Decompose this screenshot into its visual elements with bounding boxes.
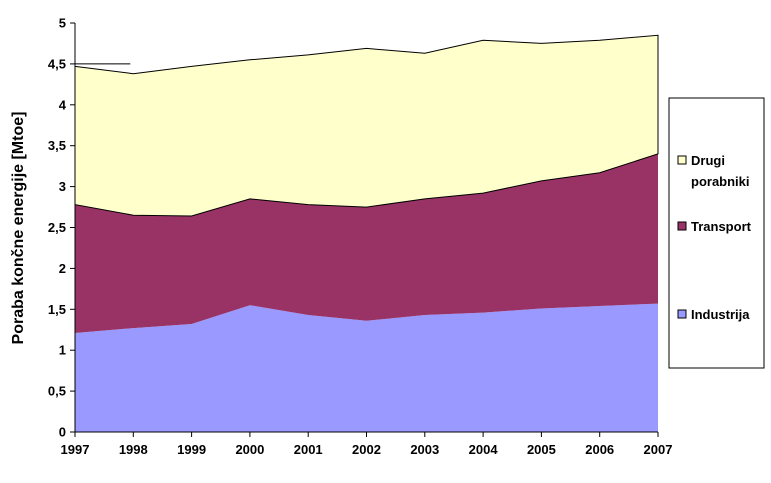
y-tick-label: 2 (59, 261, 66, 276)
y-tick-label: 1 (59, 343, 66, 358)
x-tick-label: 2005 (527, 442, 556, 457)
area-drugi-porabniki (74, 34, 659, 217)
x-tick-labels: 1997 1998 1999 2000 2001 2002 2003 2004 2005 2006… (61, 442, 673, 457)
x-tick-label: 2004 (469, 442, 499, 457)
legend-label: Industrija (691, 307, 750, 322)
y-tick-label: 5 (59, 16, 66, 31)
y-tick-label: 4,5 (48, 56, 66, 71)
legend-item-industrija: Industrija (677, 307, 750, 322)
x-tick-label: 1997 (61, 442, 90, 457)
area-industrija (75, 303, 658, 432)
y-tick-labels: 0 0,5 1 1,5 2 2,5 3 3,5 4 4,5 5 (48, 16, 67, 440)
y-tick-label: 2,5 (48, 220, 66, 235)
x-tick-label: 2001 (294, 442, 323, 457)
y-tick-label: 4 (59, 97, 67, 112)
x-tick-label: 2007 (644, 442, 673, 457)
legend-swatch (677, 155, 687, 165)
legend-label: porabniki (691, 174, 750, 189)
x-tick-label: 2000 (235, 442, 264, 457)
y-axis-title: Poraba končne energije [Mtoe] (10, 112, 27, 345)
x-tick-label: 2002 (352, 442, 381, 457)
legend-label: Drugi (691, 153, 725, 168)
x-tick-label: 2006 (585, 442, 614, 457)
y-tick-label: 0 (59, 425, 66, 440)
x-tick-label: 1999 (177, 442, 206, 457)
legend-label: Transport (691, 219, 752, 234)
legend-box (668, 97, 765, 369)
legend-item-drugi-porabniki: Drugi porabniki (677, 153, 750, 189)
y-tick-label: 3,5 (48, 138, 66, 153)
legend: Drugi porabniki Transport Industrija (668, 97, 765, 369)
area-transport (75, 153, 658, 333)
y-tick-label: 0,5 (48, 384, 66, 399)
y-tick-label: 1,5 (48, 302, 66, 317)
axes-group (70, 22, 659, 437)
x-tick-label: 1998 (119, 442, 148, 457)
legend-item-transport: Transport (677, 219, 752, 234)
x-tick-label: 2003 (410, 442, 439, 457)
y-tick-label: 3 (59, 179, 66, 194)
legend-swatch (677, 309, 687, 319)
area-series-group (74, 34, 659, 432)
legend-swatch (677, 221, 687, 231)
